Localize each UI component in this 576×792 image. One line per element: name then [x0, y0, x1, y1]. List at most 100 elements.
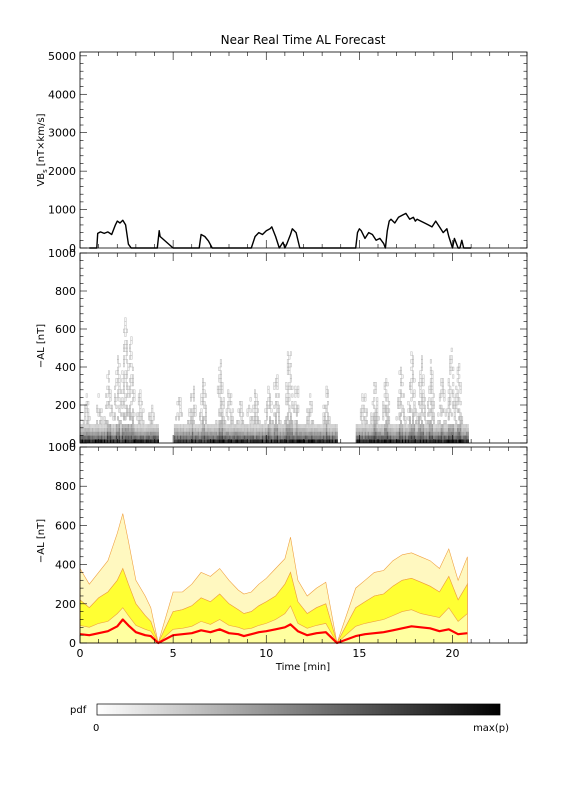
pdf-cell — [141, 439, 143, 443]
pdf-cell — [194, 404, 197, 409]
pdf-cell — [400, 420, 402, 425]
pdf-cell — [219, 420, 222, 425]
pdf-cell — [285, 424, 288, 428]
pdf-cell — [248, 439, 250, 443]
pdf-cell — [84, 408, 87, 413]
pdf-cell — [203, 424, 206, 428]
pdf-cell — [461, 439, 463, 443]
pdf-cell — [173, 431, 176, 436]
pdf-cell — [385, 427, 387, 432]
pdf-cell — [148, 431, 150, 436]
pdf-cell — [386, 404, 389, 409]
vbs-ylabel-sub: s — [41, 169, 49, 173]
pdf-cell — [226, 439, 228, 443]
pdf-cell — [121, 424, 124, 428]
pdf-cell — [285, 420, 288, 425]
pdf-cell — [401, 431, 404, 436]
pdf-cell — [406, 435, 408, 440]
pdf-cell — [305, 435, 307, 440]
pdf-cell — [221, 424, 224, 428]
pdf-cell — [251, 431, 253, 436]
pdf-cell — [364, 408, 367, 413]
pdf-cell — [187, 431, 189, 436]
pdf-cell — [243, 427, 246, 432]
pdf-cell — [199, 412, 201, 417]
pdf-cell — [266, 416, 268, 421]
pdf-cell — [441, 389, 444, 394]
pdf-cell — [389, 431, 392, 436]
pdf-cell — [410, 439, 413, 443]
pdf-cell — [459, 420, 462, 425]
pdf-cell — [328, 431, 331, 436]
pdf-cell — [375, 439, 377, 443]
pdf-cell — [129, 408, 131, 413]
pdf-cell — [136, 435, 139, 440]
pdf-cell — [403, 435, 405, 440]
pdf-cell — [275, 431, 277, 436]
pdf-cell — [227, 431, 229, 436]
pdf-cell — [382, 404, 385, 409]
pdf-cell — [300, 424, 302, 428]
pdf-cell — [388, 431, 390, 436]
pdf-cell — [117, 435, 119, 440]
pdf-cell — [369, 435, 371, 440]
pdf-cell — [126, 347, 128, 352]
pdf-cell — [219, 389, 222, 394]
pdf-cell — [124, 378, 127, 383]
pdf-cell — [431, 385, 434, 390]
pdf-cell — [456, 397, 459, 402]
pdf-cell — [299, 431, 301, 436]
pdf-cell — [286, 366, 289, 371]
pdf-cell — [336, 431, 338, 436]
pdf-cell — [179, 404, 182, 409]
pdf-cell — [87, 420, 90, 425]
vbs-line-group — [89, 212, 472, 249]
pdf-cell — [206, 427, 209, 432]
pdf-cell — [362, 404, 365, 409]
pdf-cell — [211, 435, 213, 440]
pdf-cell — [454, 439, 456, 443]
pdf-cell — [458, 408, 461, 413]
pdf-cell — [418, 401, 420, 406]
pdf-cell — [257, 420, 259, 425]
pdf-cell — [126, 344, 128, 349]
quantile-inner-band — [79, 567, 468, 644]
pdf-cell — [328, 424, 331, 428]
pdf-cell — [376, 397, 379, 402]
pdf-cell — [199, 431, 201, 436]
pdf-cell — [309, 412, 312, 417]
pdf-cell — [381, 431, 383, 436]
vbs-ylabel: VBs[nT×km/s] — [36, 113, 49, 186]
pdf-cell — [449, 435, 451, 440]
pdf-ylabel: −AL [nT] — [36, 324, 47, 368]
pdf-cell — [182, 435, 185, 440]
pdf-cell — [126, 382, 128, 387]
pdf-cell — [447, 382, 450, 387]
pdf-cell — [139, 412, 142, 417]
pdf-cell — [199, 439, 201, 443]
pdf-cell — [88, 431, 91, 436]
pdf-cell — [218, 366, 221, 371]
pdf-cell — [194, 439, 197, 443]
pdf-cell — [276, 424, 279, 428]
pdf-cell — [205, 412, 207, 417]
pdf-cell — [232, 427, 234, 432]
pdf-cell — [397, 435, 399, 440]
pdf-cell — [449, 408, 452, 413]
pdf-cell — [124, 344, 127, 349]
pdf-cell — [449, 397, 452, 402]
pdf-cell — [293, 439, 295, 443]
pdf-cell — [254, 424, 256, 428]
pdf-cell — [108, 385, 110, 390]
pdf-cell — [181, 439, 183, 443]
pdf-cell — [459, 431, 462, 436]
pdf-cell — [303, 439, 305, 443]
pdf-cell — [450, 355, 453, 360]
pdf-cell — [221, 412, 224, 417]
pdf-cell — [251, 439, 253, 443]
pdf-cell — [270, 424, 273, 428]
pdf-cell — [410, 424, 413, 428]
pdf-cell — [151, 439, 153, 443]
pdf-cell — [358, 427, 361, 432]
pdf-cell — [276, 374, 279, 379]
